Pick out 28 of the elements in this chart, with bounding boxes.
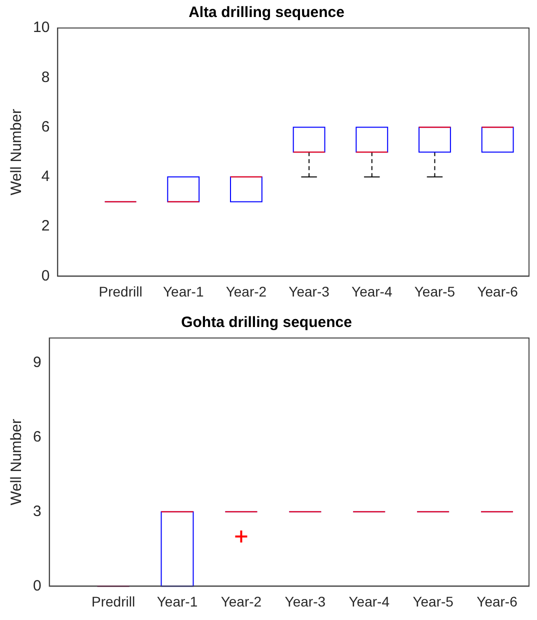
x-tick-label: Year-1 (162, 283, 204, 300)
y-tick-label: 0 (33, 577, 42, 594)
y-tick-label: 3 (33, 502, 42, 520)
x-tick-label: Year-5 (414, 283, 456, 300)
y-tick-label: 6 (41, 118, 50, 136)
x-tick-label: Predrill (92, 593, 136, 610)
y-tick-label: 4 (41, 168, 50, 186)
x-tick-label: Year-5 (412, 593, 454, 610)
x-tick-label: Year-6 (476, 593, 518, 610)
chart-title: Gohta drilling sequence (181, 314, 352, 332)
y-tick-label: 2 (41, 218, 50, 235)
x-tick-label: Year-2 (226, 283, 267, 300)
x-tick-label: Year-4 (352, 283, 392, 300)
x-tick-label: Year-3 (284, 593, 326, 610)
x-tick-label: Year-4 (348, 593, 390, 610)
y-tick-label: 0 (41, 267, 50, 284)
x-tick-label: Predrill (98, 283, 142, 300)
x-tick-label: Year-6 (477, 283, 518, 300)
x-tick-label: Year-3 (288, 283, 330, 300)
x-tick-label: Year-2 (220, 593, 262, 610)
x-tick-label: Year-1 (156, 593, 198, 610)
y-tick-label: 10 (32, 19, 50, 36)
y-tick-label: 8 (41, 68, 50, 86)
chart-title: Alta drilling sequence (188, 4, 344, 22)
y-axis-title: Well Number (8, 108, 26, 196)
y-tick-label: 6 (33, 428, 42, 446)
y-tick-label: 9 (33, 354, 42, 371)
y-axis-title: Well Number (8, 418, 26, 506)
